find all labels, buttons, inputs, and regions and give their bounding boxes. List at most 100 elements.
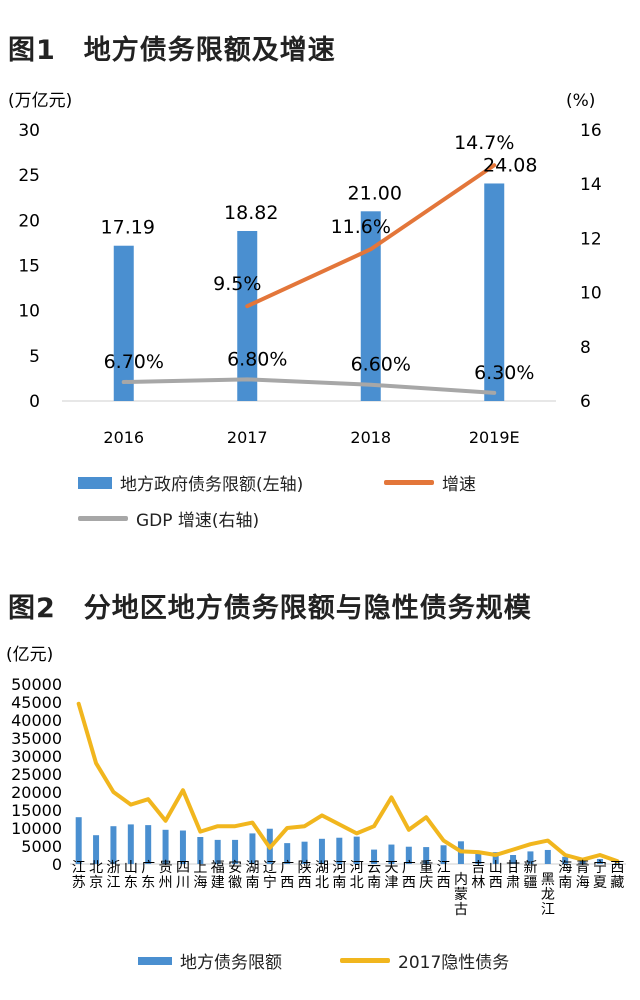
region-label: 吉林 bbox=[471, 860, 485, 891]
region-label-char: 新 bbox=[523, 860, 537, 876]
region-bar bbox=[353, 836, 360, 864]
x-tick-label: 2016 bbox=[103, 428, 144, 447]
region-bar bbox=[492, 852, 499, 864]
right-tick-label: 6 bbox=[580, 392, 591, 412]
legend-bar-label: 地方政府债务限额(左轴) bbox=[120, 475, 304, 495]
region-label-char: 夏 bbox=[593, 875, 607, 891]
region-label-char: 南 bbox=[558, 875, 572, 891]
region-bar bbox=[475, 852, 482, 864]
right-axis-unit: (%) bbox=[566, 91, 595, 111]
region-label: 贵州 bbox=[159, 860, 173, 891]
region-label: 北京 bbox=[89, 860, 103, 891]
region-bar bbox=[457, 841, 464, 864]
region-label: 海南 bbox=[558, 860, 572, 891]
chart1-legend-gdp: GDP 增速(右轴) bbox=[78, 506, 259, 531]
region-label-char: 南 bbox=[245, 875, 259, 891]
left-axis-unit: (万亿元) bbox=[8, 91, 72, 111]
region-bar bbox=[440, 845, 447, 864]
region-label-char: 山 bbox=[489, 860, 503, 876]
region-label-char: 内 bbox=[454, 872, 468, 888]
region-bar bbox=[614, 863, 621, 864]
region-label-char: 海 bbox=[193, 875, 207, 891]
region-label: 山西 bbox=[489, 860, 503, 891]
region-label: 宁夏 bbox=[593, 859, 607, 891]
region-label: 湖北 bbox=[315, 860, 329, 891]
region-bar bbox=[405, 846, 412, 864]
region-bar bbox=[301, 841, 308, 864]
region-label-char: 川 bbox=[176, 875, 190, 891]
region-label-char: 东 bbox=[124, 875, 138, 891]
right-tick-label: 12 bbox=[580, 229, 602, 249]
bar bbox=[360, 211, 381, 401]
legend2-line-swatch bbox=[340, 958, 390, 963]
region-bar bbox=[110, 826, 117, 864]
region-label-char: 江 bbox=[72, 860, 86, 876]
legend-gdp-label: GDP 增速(右轴) bbox=[136, 511, 260, 531]
region-label-char: 浙 bbox=[106, 860, 120, 876]
region-bar bbox=[371, 849, 378, 864]
legend2-bar-label: 地方债务限额 bbox=[180, 953, 282, 973]
bar-data-label: 17.19 bbox=[101, 217, 155, 239]
region-label: 江西 bbox=[437, 860, 451, 891]
region-bar bbox=[249, 833, 256, 864]
chart1-plot: (万亿元) (%) 30 25 20 15 10 5 0 16 14 12 10 8 6 2016 2017 20… bbox=[8, 91, 602, 447]
region-label-char: 湖 bbox=[315, 860, 329, 876]
region-label-char: 青 bbox=[576, 860, 590, 876]
gdp-data-label: 6.70% bbox=[104, 351, 164, 373]
debt-growth-line bbox=[245, 163, 497, 309]
right-tick-label: 14 bbox=[580, 175, 602, 195]
chart2-y-tick-label: 45000 bbox=[11, 693, 62, 712]
region-label-char: 南 bbox=[332, 875, 346, 891]
left-tick-label: 30 bbox=[18, 121, 40, 141]
region-label-char: 林 bbox=[471, 875, 485, 891]
growth-data-label: 14.7% bbox=[454, 132, 514, 154]
region-label-char: 广 bbox=[280, 860, 294, 876]
region-label-char: 西 bbox=[437, 875, 451, 891]
region-label-char: 庆 bbox=[419, 875, 433, 891]
region-label: 辽宁 bbox=[263, 860, 277, 891]
chart2-y-tick-label: 25000 bbox=[11, 765, 62, 784]
legend-growth-label: 增速 bbox=[442, 475, 476, 495]
region-label-char: 贵 bbox=[159, 860, 173, 876]
region-label-char: 上 bbox=[193, 860, 207, 876]
growth-data-label: 9.5% bbox=[213, 273, 261, 295]
region-label: 河南 bbox=[332, 860, 346, 891]
legend2-line-label: 2017隐性债务 bbox=[398, 953, 510, 973]
region-label-char: 建 bbox=[211, 875, 225, 891]
region-label: 山东 bbox=[124, 860, 138, 891]
region-bar bbox=[388, 844, 395, 864]
region-label: 新疆 bbox=[523, 860, 537, 891]
region-label-char: 西 bbox=[402, 875, 416, 891]
region-label: 广东 bbox=[141, 860, 155, 891]
region-bar bbox=[127, 824, 134, 864]
chart2-y-tick-label: 30000 bbox=[11, 747, 62, 766]
region-bar bbox=[336, 837, 343, 864]
left-tick-label: 10 bbox=[18, 302, 40, 322]
figure1-title: 图1 地方债务限额及增速 bbox=[8, 35, 336, 66]
region-label-char: 海 bbox=[576, 875, 590, 891]
region-label-char: 四 bbox=[176, 860, 190, 876]
chart2-y-tick-label: 40000 bbox=[11, 711, 62, 730]
gdp-data-label: 6.80% bbox=[227, 348, 287, 370]
chart1-legend-bar: 地方政府债务限额(左轴) bbox=[78, 470, 303, 495]
gdp-growth-line bbox=[121, 377, 497, 395]
region-bar bbox=[318, 838, 325, 864]
region-label-char: 州 bbox=[159, 875, 173, 891]
region-label-char: 西 bbox=[489, 875, 503, 891]
region-bar bbox=[232, 839, 239, 864]
region-label-char: 辽 bbox=[263, 860, 277, 876]
chart2-unit: (亿元) bbox=[6, 645, 53, 665]
region-label-char: 西 bbox=[610, 860, 624, 876]
region-label: 安徽 bbox=[228, 860, 242, 891]
gdp-data-label: 6.60% bbox=[351, 354, 411, 376]
region-label-char: 京 bbox=[89, 875, 103, 891]
region-label-char: 山 bbox=[124, 860, 138, 876]
region-bar bbox=[145, 825, 152, 864]
region-bar bbox=[527, 851, 534, 864]
region-label-char: 苏 bbox=[72, 875, 86, 891]
region-bar bbox=[75, 817, 82, 864]
region-label-char: 重 bbox=[419, 860, 433, 876]
region-label: 内蒙古 bbox=[454, 872, 468, 918]
region-label-char: 江 bbox=[541, 902, 555, 918]
region-label-char: 藏 bbox=[610, 875, 624, 891]
